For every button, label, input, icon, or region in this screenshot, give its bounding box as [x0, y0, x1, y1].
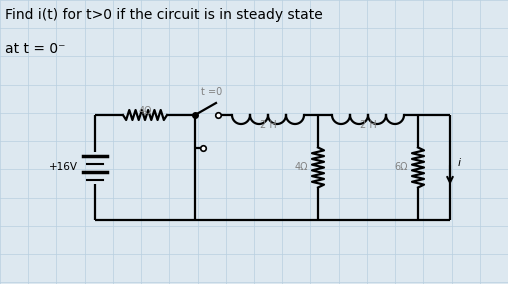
- Text: i: i: [458, 158, 461, 168]
- Text: 4Ω: 4Ω: [295, 162, 308, 172]
- Text: t =0: t =0: [201, 87, 222, 97]
- Text: 2 H: 2 H: [360, 120, 376, 130]
- Text: 4Ω: 4Ω: [138, 106, 152, 116]
- Text: Find i(t) for t>0 if the circuit is in steady state: Find i(t) for t>0 if the circuit is in s…: [5, 8, 323, 22]
- Text: at t = 0⁻: at t = 0⁻: [5, 42, 66, 56]
- Text: +16V: +16V: [49, 162, 78, 172]
- Text: 6Ω: 6Ω: [395, 162, 408, 172]
- Text: 2 H: 2 H: [260, 120, 276, 130]
